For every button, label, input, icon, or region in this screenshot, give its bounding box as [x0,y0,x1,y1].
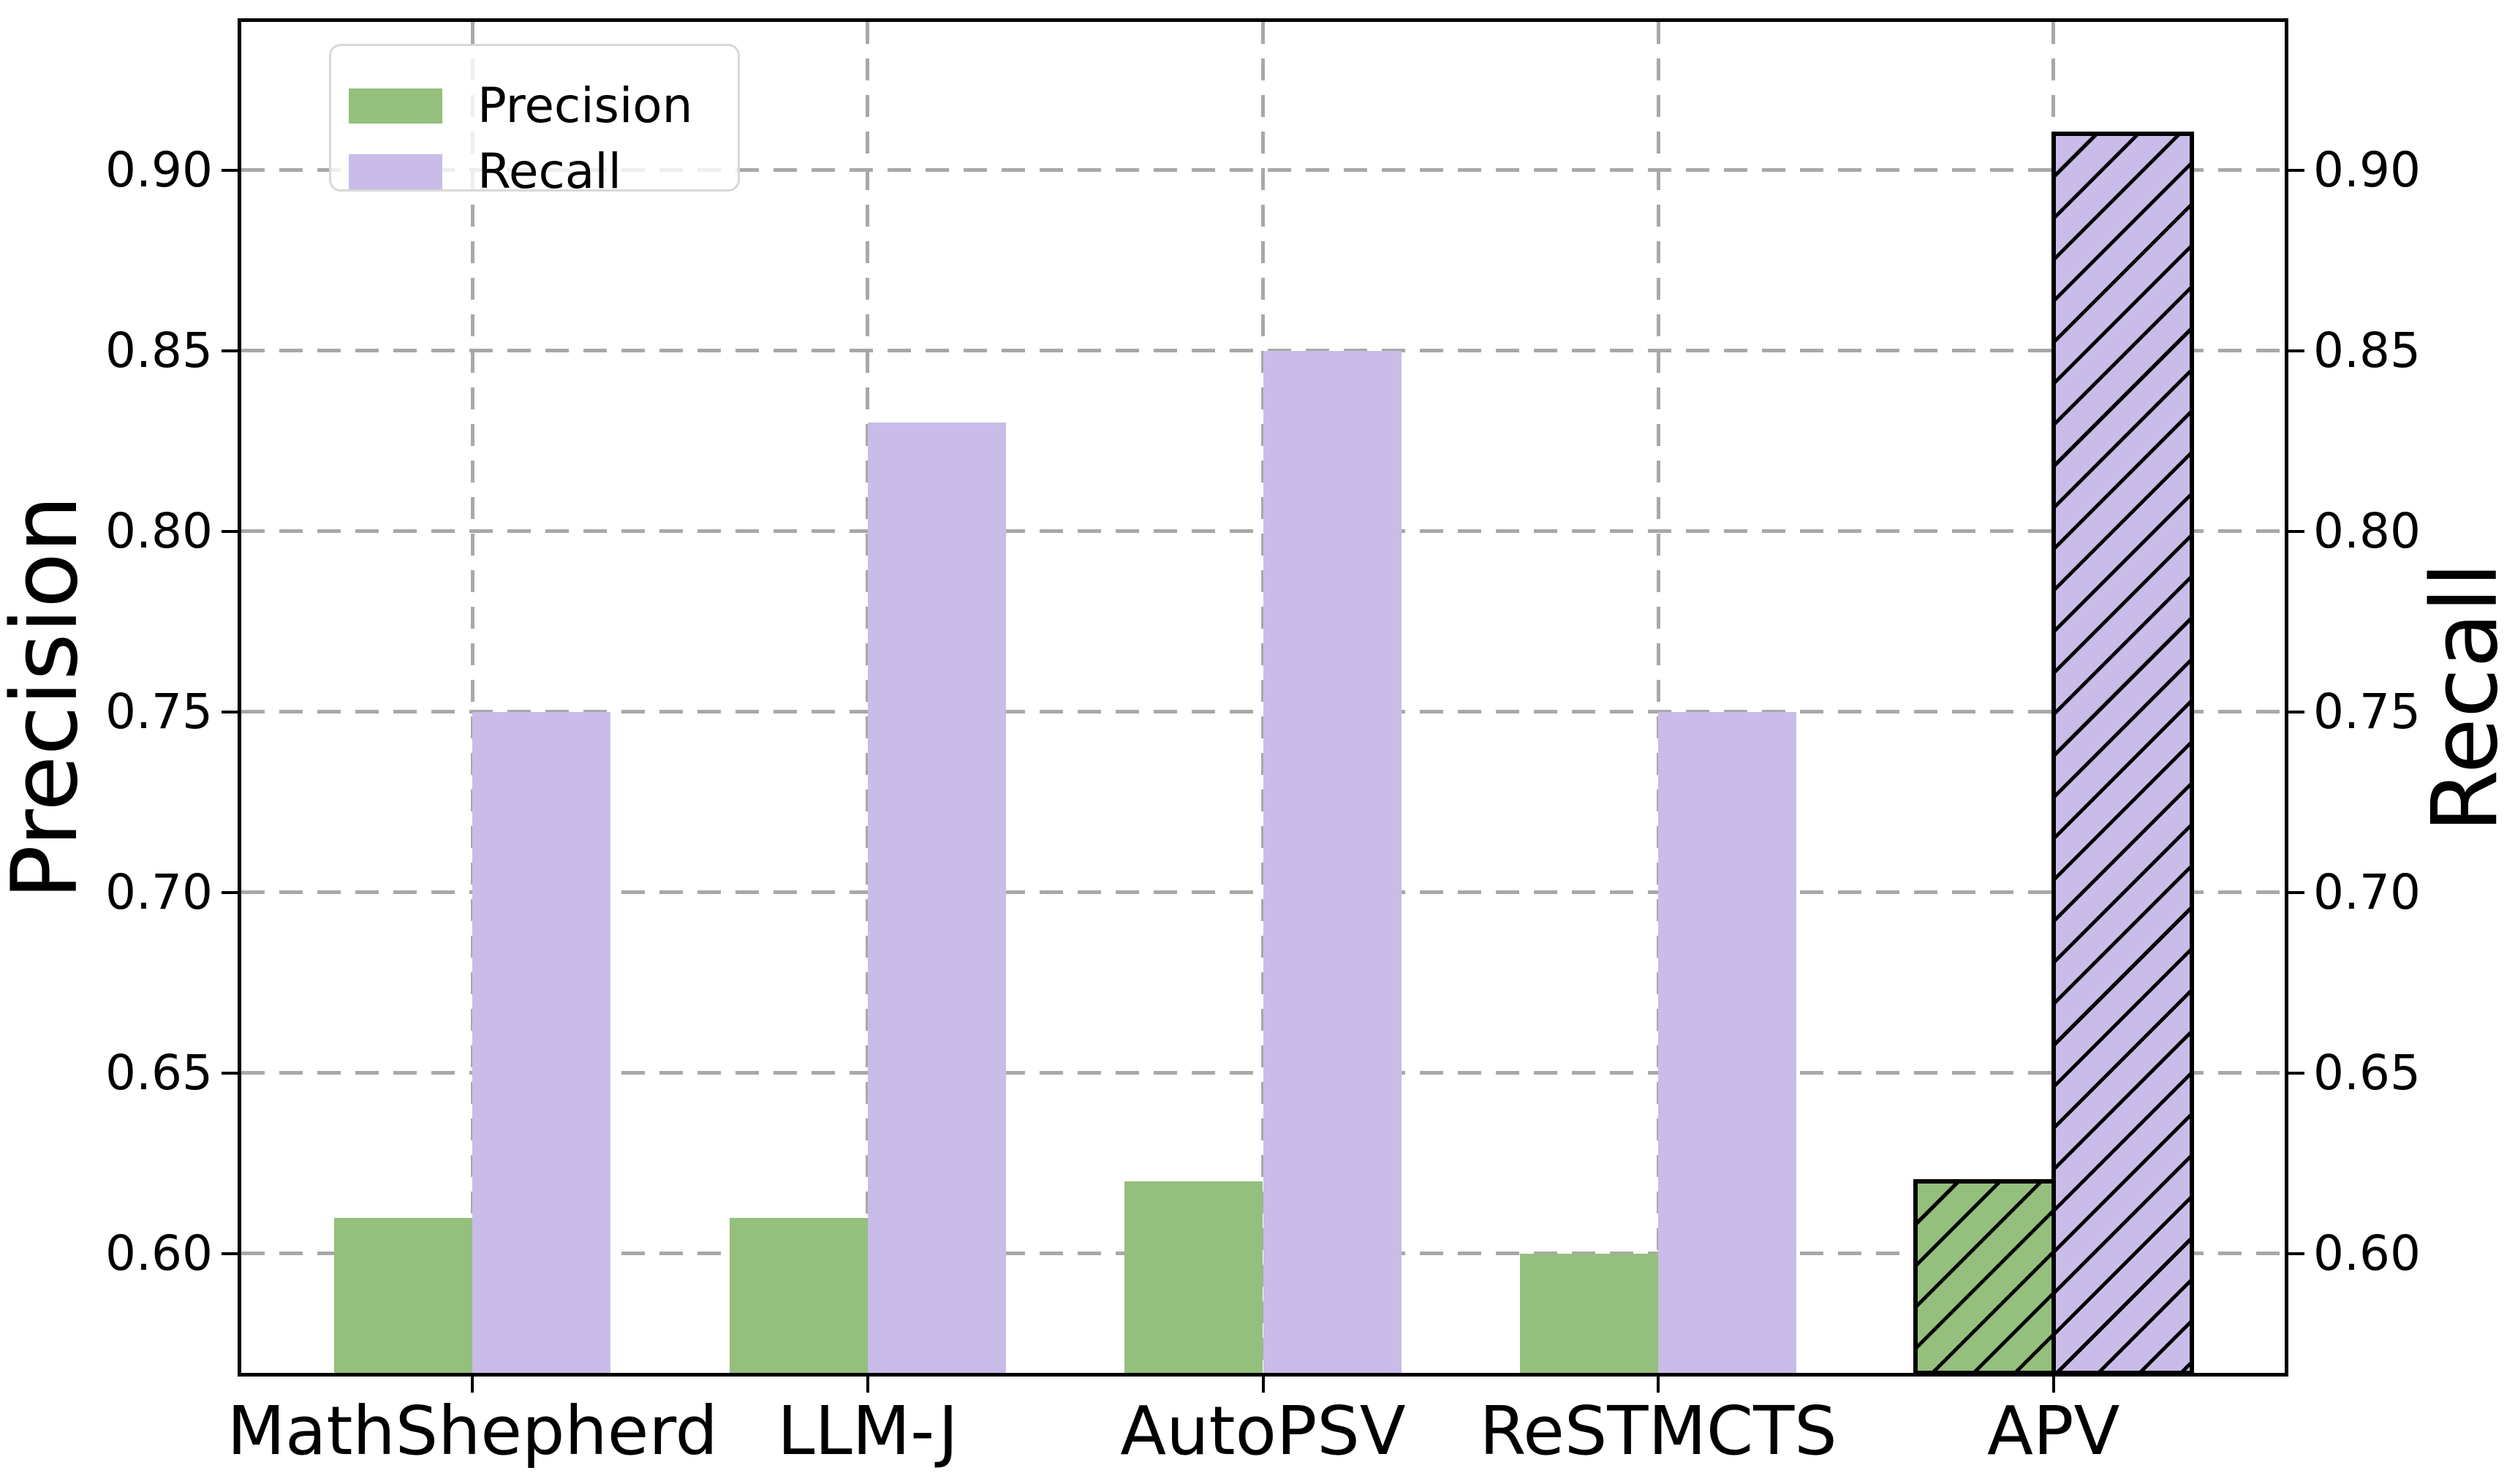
ytick-label-left-0.85: 0.85 [105,322,213,379]
xtick-APV [2051,1377,2055,1393]
bar-precision-ReSTMCTS [1519,1253,1659,1373]
gridline-x-MathShepherd [470,22,474,1373]
xtick-label-AutoPSV: AutoPSV [1120,1392,1406,1470]
legend: Precision Recall [329,44,740,200]
ytick-label-left-0.70: 0.70 [105,863,213,920]
bar-recall-AutoPSV [1263,350,1402,1373]
ytick-right-0.80 [2288,529,2304,533]
ytick-label-left-0.75: 0.75 [105,683,213,740]
ytick-right-0.75 [2288,710,2304,713]
xtick-LLM-J [866,1377,869,1393]
xtick-label-ReSTMCTS: ReSTMCTS [1479,1392,1837,1470]
ytick-left-0.75 [222,710,238,713]
xtick-label-LLM-J: LLM-J [777,1392,958,1470]
bar-recall-MathShepherd [472,711,611,1373]
ytick-label-left-0.65: 0.65 [105,1044,213,1101]
legend-label-precision: Precision [477,77,693,134]
bar-recall-APV [2051,132,2194,1375]
ytick-left-0.65 [222,1071,238,1075]
xtick-AutoPSV [1261,1377,1265,1393]
ytick-label-right-0.85: 0.85 [2313,322,2421,379]
ytick-left-0.90 [222,168,238,172]
bar-precision-AutoPSV [1124,1181,1263,1373]
ytick-label-right-0.90: 0.90 [2313,141,2421,198]
ytick-left-0.80 [222,529,238,533]
ytick-label-left-0.60: 0.60 [105,1224,213,1282]
ytick-right-0.85 [2288,349,2304,352]
legend-item-recall: Recall [349,143,621,200]
ytick-right-0.90 [2288,168,2304,172]
legend-swatch-recall-icon [349,154,442,189]
bar-recall-LLM-J [867,423,1007,1373]
legend-swatch-precision-icon [349,88,442,124]
ytick-left-0.60 [222,1252,238,1255]
ytick-right-0.65 [2288,1071,2304,1075]
ytick-label-right-0.80: 0.80 [2313,502,2421,559]
ytick-label-right-0.65: 0.65 [2313,1044,2421,1101]
xtick-label-MathShepherd: MathShepherd [227,1392,718,1470]
legend-label-recall: Recall [477,143,621,200]
bar-precision-APV [1913,1179,2056,1375]
ytick-label-left-0.80: 0.80 [105,502,213,559]
ytick-label-right-0.75: 0.75 [2313,683,2421,740]
ytick-left-0.85 [222,349,238,352]
ytick-right-0.70 [2288,890,2304,894]
bar-recall-ReSTMCTS [1658,711,1797,1373]
ytick-label-right-0.70: 0.70 [2313,863,2421,920]
ytick-label-right-0.60: 0.60 [2313,1224,2421,1282]
ytick-label-left-0.90: 0.90 [105,141,213,198]
xtick-MathShepherd [471,1377,474,1393]
bar-precision-MathShepherd [334,1217,473,1373]
bar-precision-LLM-J [729,1217,868,1373]
legend-item-precision: Precision [349,77,693,134]
xtick-ReSTMCTS [1657,1377,1660,1393]
ytick-right-0.60 [2288,1252,2304,1255]
xtick-label-APV: APV [1987,1392,2120,1470]
gridline-x-ReSTMCTS [1656,22,1660,1373]
ytick-left-0.70 [222,890,238,894]
plot-area: Precision Recall [238,18,2288,1377]
